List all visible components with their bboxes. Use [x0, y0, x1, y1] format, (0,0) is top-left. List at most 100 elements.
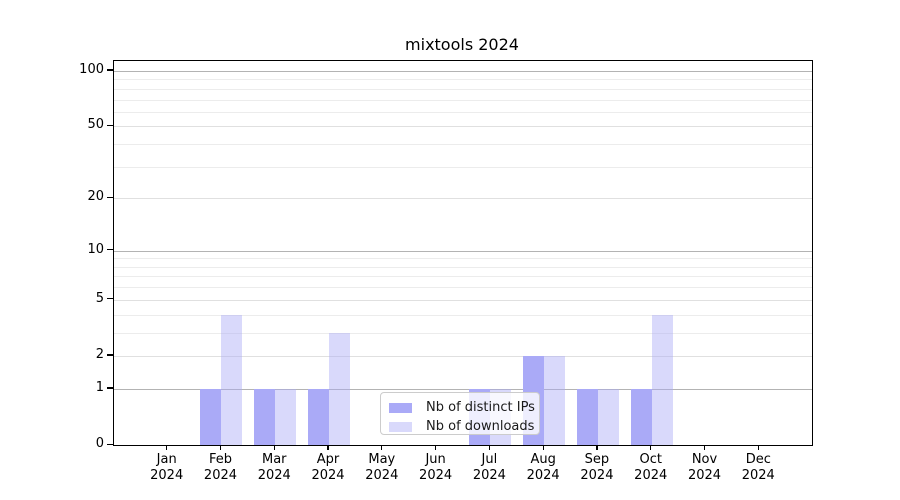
y-tick-mark: [107, 196, 113, 198]
minor-gridline: [114, 266, 812, 268]
x-tick-mark: [703, 445, 706, 450]
x-tick-label-feb: Feb 2024: [192, 452, 248, 484]
x-tick-month: Oct: [639, 452, 662, 467]
major-gridline: [114, 388, 812, 390]
x-tick-mark: [327, 445, 329, 450]
legend-row-downloads: Nb of downloads: [389, 418, 535, 435]
bar-oct-downloads: [651, 314, 673, 445]
y-tick-label-10: 10: [87, 241, 104, 257]
x-tick-month: Mar: [261, 452, 287, 467]
x-tick-label-may: May 2024: [354, 452, 410, 484]
minor-gridline: [114, 258, 812, 260]
x-tick-label-aug: Aug 2024: [515, 452, 571, 484]
bar-sep-downloads: [597, 388, 619, 445]
x-tick-month: Jun: [425, 452, 446, 467]
y-tick-label-100: 100: [79, 61, 104, 77]
major-gridline: [114, 70, 812, 72]
x-tick-month: Aug: [530, 452, 556, 467]
x-tick-label-nov: Nov 2024: [677, 452, 733, 484]
bar-feb-ips: [200, 388, 222, 445]
y-tick-label-20: 20: [87, 189, 104, 205]
bar-apr-ips: [308, 388, 330, 445]
legend: Nb of distinct IPs Nb of downloads: [380, 392, 540, 435]
plot-area: Nb of distinct IPs Nb of downloads: [113, 60, 813, 446]
x-tick-mark: [273, 445, 275, 450]
x-tick-month: Apr: [316, 452, 340, 467]
x-tick-month: May: [368, 452, 396, 467]
x-tick-label-oct: Oct 2024: [623, 452, 679, 484]
minor-gridline: [114, 88, 812, 90]
x-tick-year: 2024: [472, 468, 506, 483]
bar-aug-downloads: [544, 355, 566, 445]
y-tick-label-50: 50: [87, 117, 104, 133]
x-tick-mark: [435, 445, 437, 450]
x-tick-year: 2024: [741, 468, 775, 483]
bar-mar-ips: [254, 388, 276, 445]
y-tick-mark: [107, 124, 113, 127]
y-tick-label-2: 2: [95, 346, 104, 362]
x-tick-month: Jul: [481, 452, 498, 467]
chart-title: mixtools 2024: [405, 35, 519, 54]
x-tick-mark: [219, 445, 222, 450]
minor-gridline: [114, 144, 812, 146]
minor-gridline: [114, 276, 812, 278]
x-tick-month: Sep: [584, 452, 610, 467]
y-tick-mark: [107, 298, 113, 300]
x-tick-label-sep: Sep 2024: [569, 452, 625, 484]
legend-swatch-distinct-ips: [389, 402, 412, 413]
x-tick-month: Jan: [156, 452, 177, 467]
minor-gridline: [114, 287, 812, 289]
x-tick-month: Nov: [691, 452, 718, 467]
major-gridline: [114, 198, 812, 200]
x-tick-mark: [381, 445, 383, 450]
minor-gridline: [114, 166, 812, 168]
y-tick-label-5: 5: [95, 290, 104, 306]
y-tick-mark: [107, 69, 113, 71]
minor-gridline: [114, 99, 812, 101]
legend-label-downloads: Nb of downloads: [426, 419, 535, 434]
major-gridline: [114, 250, 812, 252]
x-tick-label-jan: Jan 2024: [139, 452, 195, 484]
x-tick-year: 2024: [257, 468, 291, 483]
minor-gridline: [114, 332, 812, 334]
y-tick-mark: [107, 354, 113, 356]
x-tick-label-mar: Mar 2024: [246, 452, 302, 484]
x-tick-mark: [166, 445, 168, 450]
x-tick-mark: [596, 445, 598, 450]
y-tick-label-0: 0: [95, 436, 104, 451]
x-tick-mark: [542, 445, 544, 450]
major-gridline: [114, 299, 812, 301]
x-tick-year: 2024: [687, 468, 722, 483]
bar-sep-ips: [576, 388, 598, 445]
bar-oct-ips: [630, 388, 652, 445]
legend-swatch-downloads: [389, 421, 412, 432]
x-tick-label-jul: Jul 2024: [461, 452, 517, 484]
y-tick-label-1: 1: [95, 379, 104, 395]
bar-feb-downloads: [221, 314, 243, 445]
bar-mar-downloads: [275, 388, 297, 445]
y-tick-mark: [107, 387, 113, 389]
major-gridline: [114, 355, 812, 357]
legend-label-distinct-ips: Nb of distinct IPs: [426, 400, 535, 415]
minor-gridline: [114, 314, 812, 316]
x-tick-year: 2024: [203, 468, 238, 483]
minor-gridline: [114, 111, 812, 113]
x-tick-year: 2024: [526, 468, 560, 483]
y-tick-mark: [107, 443, 113, 445]
x-tick-month: Feb: [208, 452, 232, 467]
x-tick-year: 2024: [365, 468, 399, 483]
major-gridline: [114, 126, 812, 128]
x-tick-year: 2024: [311, 468, 345, 483]
bar-apr-downloads: [329, 332, 351, 445]
x-tick-year: 2024: [580, 468, 614, 483]
x-tick-mark: [757, 445, 759, 450]
x-tick-month: Dec: [745, 452, 771, 467]
x-tick-mark: [650, 445, 652, 450]
x-tick-label-apr: Apr 2024: [300, 452, 356, 484]
x-tick-year: 2024: [634, 468, 668, 483]
x-tick-year: 2024: [419, 468, 453, 483]
x-tick-mark: [488, 445, 490, 450]
legend-row-distinct-ips: Nb of distinct IPs: [389, 399, 535, 416]
x-tick-year: 2024: [150, 468, 184, 483]
